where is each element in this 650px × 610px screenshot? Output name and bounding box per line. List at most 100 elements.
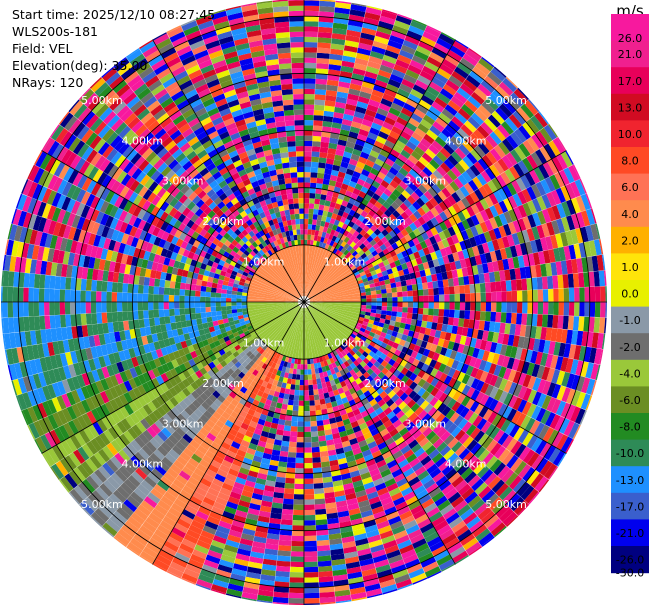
range-gate <box>295 457 304 464</box>
range-gate <box>495 312 502 323</box>
range-gate <box>304 421 311 427</box>
range-gate <box>179 314 186 322</box>
range-gate <box>304 31 318 38</box>
range-gate <box>304 166 311 173</box>
range-gate <box>304 520 316 526</box>
range-gate <box>216 315 223 321</box>
range-gate <box>480 292 486 302</box>
range-gate <box>163 302 169 310</box>
range-gate <box>159 279 166 288</box>
range-gate <box>313 235 318 241</box>
range-gate <box>385 44 401 55</box>
range-gate <box>315 519 328 526</box>
range-gate <box>111 282 118 293</box>
range-gate <box>330 196 338 204</box>
range-gate <box>122 311 129 321</box>
range-gate <box>169 281 176 289</box>
range-gate <box>154 317 161 326</box>
range-gate <box>286 462 296 469</box>
range-gate <box>439 302 445 310</box>
range-gate <box>23 287 29 302</box>
range-gate <box>148 277 156 287</box>
range-gate <box>210 302 216 307</box>
range-gate <box>304 452 313 458</box>
range-gate <box>397 296 403 302</box>
range-gate <box>359 91 372 100</box>
range-gate <box>49 302 55 316</box>
range-gate <box>314 488 325 495</box>
range-gate <box>333 12 350 20</box>
range-gate <box>449 302 455 310</box>
range-gate <box>311 229 316 236</box>
range-gate <box>454 293 461 302</box>
range-gate <box>311 446 320 453</box>
range-gate <box>277 550 291 557</box>
range-gate <box>304 509 316 516</box>
range-gate <box>315 73 328 80</box>
range-gate <box>90 291 97 302</box>
range-gate <box>319 225 325 232</box>
range-gate <box>312 451 321 458</box>
range-gate <box>371 298 377 302</box>
range-gate <box>205 286 212 293</box>
range-gate <box>381 293 388 298</box>
range-gate <box>236 305 242 310</box>
range-gate <box>376 297 383 302</box>
range-gate <box>304 504 315 510</box>
range-gate <box>64 289 71 302</box>
range-gate <box>402 296 408 302</box>
range-gate <box>314 94 326 101</box>
range-gate <box>304 156 312 162</box>
range-gate <box>318 241 324 248</box>
range-gate <box>432 280 439 289</box>
range-gate <box>501 291 507 302</box>
range-gate <box>311 373 317 380</box>
range-gate <box>371 294 377 299</box>
range-gate <box>312 379 317 385</box>
range-gate <box>179 282 186 290</box>
range-gate <box>312 462 322 469</box>
range-gate <box>329 218 336 225</box>
range-gate <box>33 288 40 302</box>
range-gate <box>568 287 575 302</box>
range-gate <box>552 275 559 289</box>
range-gate <box>293 400 299 406</box>
range-gate <box>220 297 227 302</box>
range-gate <box>96 302 102 313</box>
range-gate <box>318 204 325 211</box>
range-gate <box>295 379 300 386</box>
range-gate <box>325 216 332 223</box>
range-gate <box>309 187 316 194</box>
range-gate <box>521 313 528 326</box>
range-gate <box>195 285 202 292</box>
range-gate <box>454 302 461 310</box>
range-gate <box>184 302 190 309</box>
range-gate <box>69 290 76 302</box>
range-gate <box>496 291 502 302</box>
range-gate <box>325 163 333 170</box>
range-gate <box>347 163 356 171</box>
range-gate <box>332 164 341 172</box>
range-gate <box>557 315 564 329</box>
range-gate <box>304 374 309 381</box>
range-gate <box>355 138 366 147</box>
range-gate <box>304 244 307 296</box>
range-gate <box>174 295 180 302</box>
range-gate <box>344 108 355 117</box>
range-gate <box>304 151 312 157</box>
range-gate <box>215 297 221 302</box>
range-gate <box>304 177 311 183</box>
range-gate <box>304 551 318 557</box>
range-gate <box>307 374 313 380</box>
range-gate <box>164 316 171 324</box>
range-gate <box>158 286 165 295</box>
range-gate <box>236 295 242 299</box>
range-gate <box>361 302 367 306</box>
range-gate <box>298 411 304 417</box>
range-gate <box>334 154 343 162</box>
range-gate <box>459 285 465 294</box>
range-gate <box>336 144 346 152</box>
range-gate <box>375 289 382 295</box>
range-gate <box>325 195 333 202</box>
range-gate <box>485 302 492 312</box>
